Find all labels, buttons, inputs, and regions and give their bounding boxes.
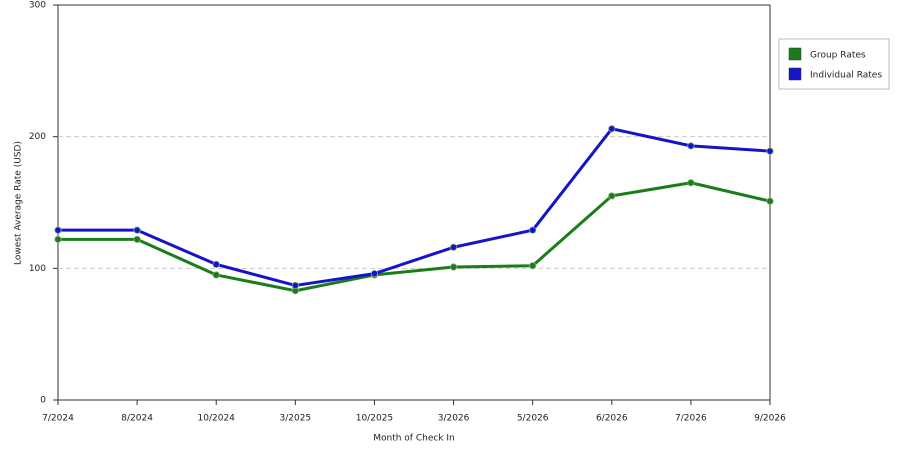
y-axis-label: Lowest Average Rate (USD) xyxy=(14,141,24,265)
legend-swatch xyxy=(788,47,802,61)
data-point xyxy=(133,226,141,234)
series-line xyxy=(58,127,771,287)
data-point xyxy=(212,260,220,268)
data-point xyxy=(608,192,616,200)
y-tick-label: 200 xyxy=(29,132,46,142)
data-point xyxy=(766,197,774,205)
data-point xyxy=(212,271,220,279)
x-tick-label: 3/2026 xyxy=(438,414,470,424)
legend-box xyxy=(778,38,890,90)
x-tick-label: 3/2025 xyxy=(279,414,311,424)
data-point xyxy=(449,263,458,271)
data-point xyxy=(449,243,458,251)
data-point xyxy=(54,226,62,234)
data-point xyxy=(291,281,299,290)
x-tick-label: 10/2025 xyxy=(356,414,393,424)
data-point xyxy=(370,269,379,278)
data-point xyxy=(687,142,695,150)
x-tick-label: 8/2024 xyxy=(121,414,153,424)
plot-frame xyxy=(57,4,771,401)
y-tick-label: 300 xyxy=(29,1,46,11)
x-tick-label: 6/2026 xyxy=(596,414,628,424)
x-tick-label: 10/2024 xyxy=(198,414,236,424)
x-tick-label: 9/2026 xyxy=(754,414,786,424)
series-line xyxy=(58,181,771,293)
x-axis-label: Month of Check In xyxy=(373,434,455,444)
x-tick-label: 5/2026 xyxy=(517,414,549,424)
y-tick-label: 100 xyxy=(29,264,46,274)
data-point xyxy=(529,226,537,234)
legend-label: Individual Rates xyxy=(810,71,882,81)
legend-label: Group Rates xyxy=(810,51,866,61)
x-tick-label: 7/2024 xyxy=(42,414,74,424)
data-point xyxy=(687,179,695,187)
y-tick-label: 0 xyxy=(40,396,46,406)
data-point xyxy=(529,262,537,270)
data-point xyxy=(608,125,616,133)
data-point xyxy=(766,147,774,155)
data-point xyxy=(133,235,141,243)
data-point xyxy=(54,235,62,243)
legend-swatch xyxy=(788,67,802,81)
x-tick-label: 7/2026 xyxy=(675,414,707,424)
